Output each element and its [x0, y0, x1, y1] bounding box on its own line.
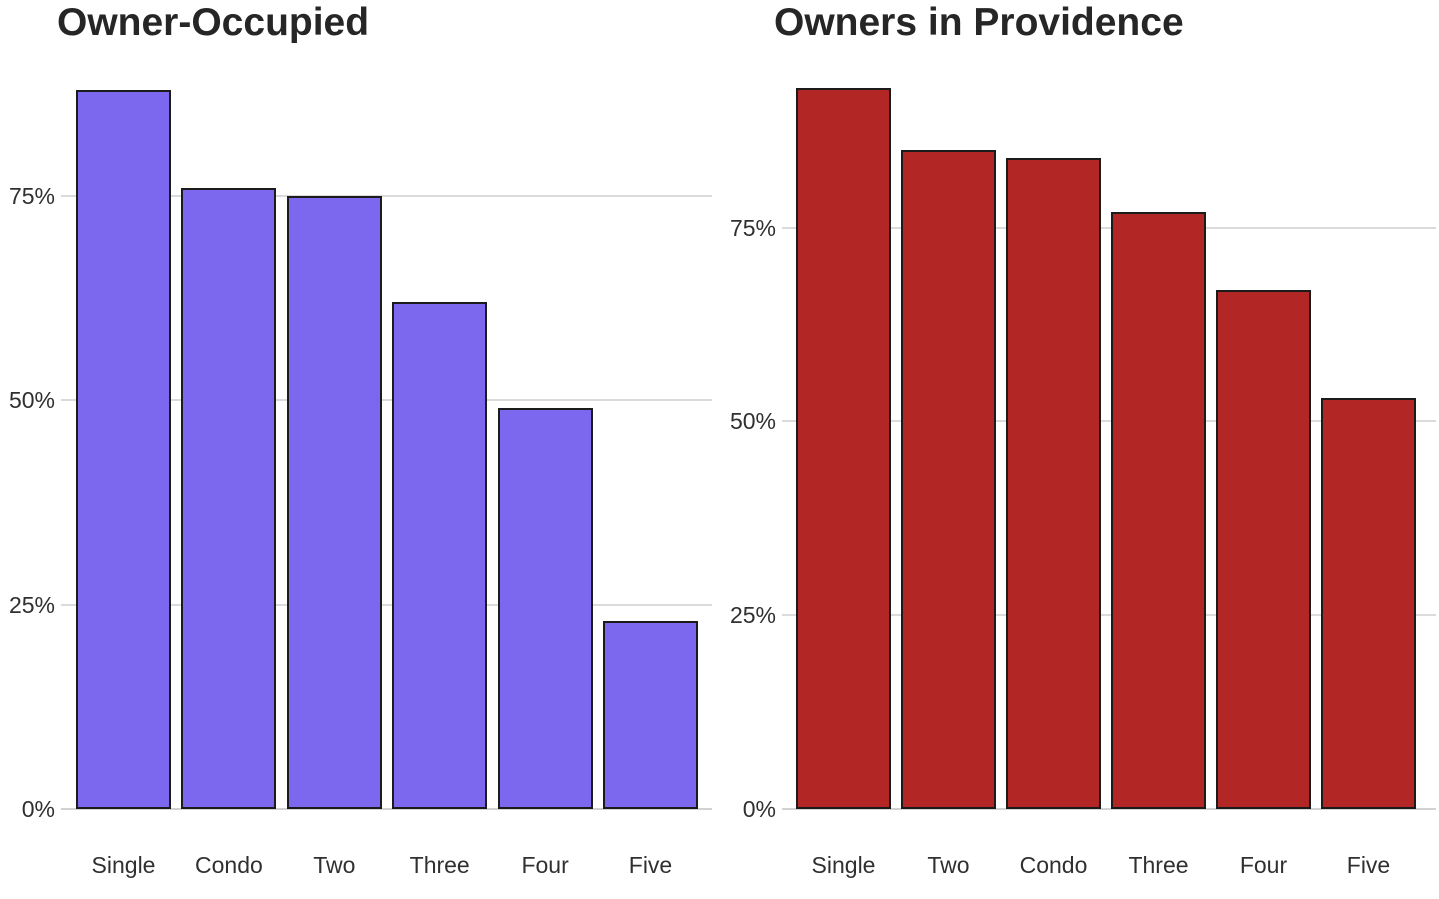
y-axis-tick-label: 50% [8, 387, 55, 414]
y-axis-tick-label: 25% [8, 591, 55, 618]
x-category-label-five: Five [628, 852, 673, 878]
bar-four [497, 408, 593, 809]
x-category-label-condo: Condo [195, 852, 263, 878]
gridline-75% [61, 194, 712, 197]
y-axis-tick-label: 25% [729, 602, 776, 629]
bar-single [796, 88, 891, 809]
x-category-label-two: Two [313, 852, 356, 878]
chart-title-owners-in-providence: Owners in Providence [774, 1, 1184, 44]
gridline-50% [61, 399, 712, 402]
chart-title-owner-occupied: Owner-Occupied [57, 1, 370, 44]
x-category-label-five: Five [1346, 852, 1391, 878]
bar-five [603, 621, 698, 809]
x-category-label-four: Four [521, 852, 569, 878]
y-axis-tick-label: 50% [729, 408, 776, 435]
bar-single [76, 89, 171, 809]
x-category-label-two: Two [927, 852, 970, 878]
y-axis-tick-label: 75% [729, 214, 776, 241]
gridline-25% [61, 603, 712, 606]
x-category-label-single: Single [91, 852, 156, 878]
x-category-label-three: Three [1128, 852, 1189, 878]
x-axis-line [782, 808, 1436, 810]
y-axis-tick-label: 75% [8, 182, 55, 209]
bar-condo [1006, 157, 1101, 809]
gridline-25% [782, 614, 1436, 617]
bar-three [1111, 212, 1206, 809]
x-category-label-four: Four [1239, 852, 1288, 878]
gridline-50% [782, 420, 1436, 423]
x-category-label-single: Single [811, 852, 876, 878]
bar-two [901, 150, 996, 809]
bar-five [1321, 398, 1416, 809]
bar-condo [181, 187, 277, 809]
x-category-label-three: Three [409, 852, 470, 878]
y-axis-tick-label: 0% [21, 796, 55, 822]
bar-two [286, 195, 382, 809]
bar-three [392, 302, 488, 809]
bar-four [1216, 289, 1311, 809]
x-category-label-condo: Condo [1019, 852, 1088, 878]
y-axis-tick-label: 0% [742, 796, 776, 822]
x-axis-line [61, 808, 712, 810]
gridline-75% [782, 226, 1436, 229]
